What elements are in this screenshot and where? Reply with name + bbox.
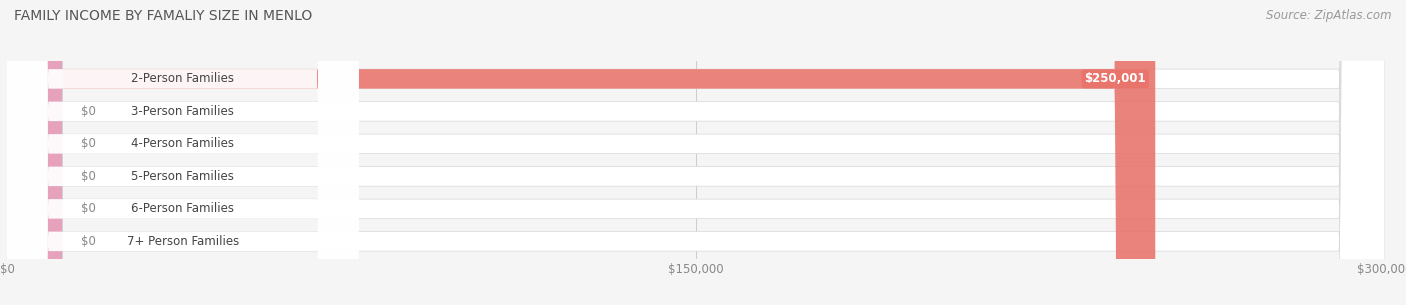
FancyBboxPatch shape: [7, 0, 1385, 305]
Text: 6-Person Families: 6-Person Families: [131, 203, 235, 215]
Text: $0: $0: [80, 235, 96, 248]
FancyBboxPatch shape: [7, 0, 1156, 305]
FancyBboxPatch shape: [7, 0, 62, 305]
FancyBboxPatch shape: [7, 0, 359, 305]
FancyBboxPatch shape: [7, 0, 1385, 305]
FancyBboxPatch shape: [7, 0, 62, 305]
FancyBboxPatch shape: [7, 0, 359, 305]
FancyBboxPatch shape: [7, 0, 359, 305]
Text: FAMILY INCOME BY FAMALIY SIZE IN MENLO: FAMILY INCOME BY FAMALIY SIZE IN MENLO: [14, 9, 312, 23]
Text: $250,001: $250,001: [1084, 72, 1146, 85]
Text: 3-Person Families: 3-Person Families: [131, 105, 235, 118]
Text: Source: ZipAtlas.com: Source: ZipAtlas.com: [1267, 9, 1392, 22]
FancyBboxPatch shape: [7, 0, 62, 305]
FancyBboxPatch shape: [7, 0, 359, 305]
FancyBboxPatch shape: [7, 0, 62, 305]
Text: 2-Person Families: 2-Person Families: [131, 72, 235, 85]
FancyBboxPatch shape: [7, 0, 1385, 305]
Text: $0: $0: [80, 203, 96, 215]
Text: 4-Person Families: 4-Person Families: [131, 137, 235, 150]
Text: $0: $0: [80, 137, 96, 150]
FancyBboxPatch shape: [7, 0, 359, 305]
Text: $0: $0: [80, 105, 96, 118]
Text: 7+ Person Families: 7+ Person Families: [127, 235, 239, 248]
FancyBboxPatch shape: [7, 0, 62, 305]
Text: $0: $0: [80, 170, 96, 183]
FancyBboxPatch shape: [7, 0, 1385, 305]
FancyBboxPatch shape: [7, 0, 359, 305]
Text: 5-Person Families: 5-Person Families: [131, 170, 235, 183]
FancyBboxPatch shape: [7, 0, 1385, 305]
FancyBboxPatch shape: [7, 0, 1385, 305]
